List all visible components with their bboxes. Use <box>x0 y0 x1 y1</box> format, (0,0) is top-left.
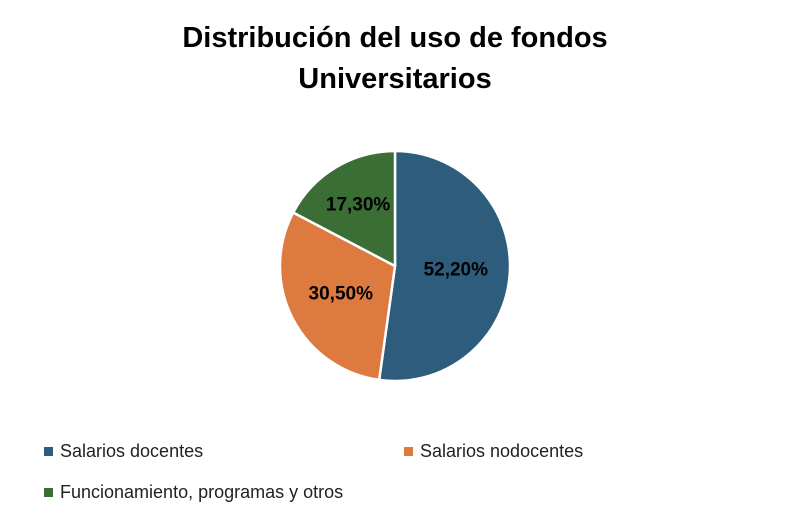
chart-title: Distribución del uso de fondos Universit… <box>0 18 790 100</box>
chart-title-line-2: Universitarios <box>298 63 492 95</box>
pie-slice-salarios-nodocentes <box>278 211 397 382</box>
data-label-salarios-docentes: 52,20% <box>424 260 489 281</box>
data-label-funcionamiento: 17,30% <box>326 194 391 215</box>
legend-label-funcionamiento: Funcionamiento, programas y otros <box>60 481 344 502</box>
legend-swatch-salarios-docentes <box>44 446 53 456</box>
chart-title-line-1: Distribución del uso de fondos <box>182 22 608 54</box>
legend-label-salarios-nodocentes: Salarios nodocentes <box>420 440 584 461</box>
pie-slice-salarios-docentes <box>377 149 512 383</box>
pie-slice-funcionamiento <box>291 149 397 268</box>
data-label-salarios-nodocentes: 30,50% <box>309 283 374 304</box>
legend-swatch-funcionamiento <box>44 487 53 497</box>
legend-item-salarios-docentes: Salarios docentes <box>44 439 203 463</box>
legend-swatch-salarios-nodocentes <box>404 446 413 456</box>
legend-item-salarios-nodocentes: Salarios nodocentes <box>404 439 583 463</box>
legend-label-salarios-docentes: Salarios docentes <box>60 440 204 461</box>
legend-item-funcionamiento: Funcionamiento, programas y otros <box>44 480 343 504</box>
